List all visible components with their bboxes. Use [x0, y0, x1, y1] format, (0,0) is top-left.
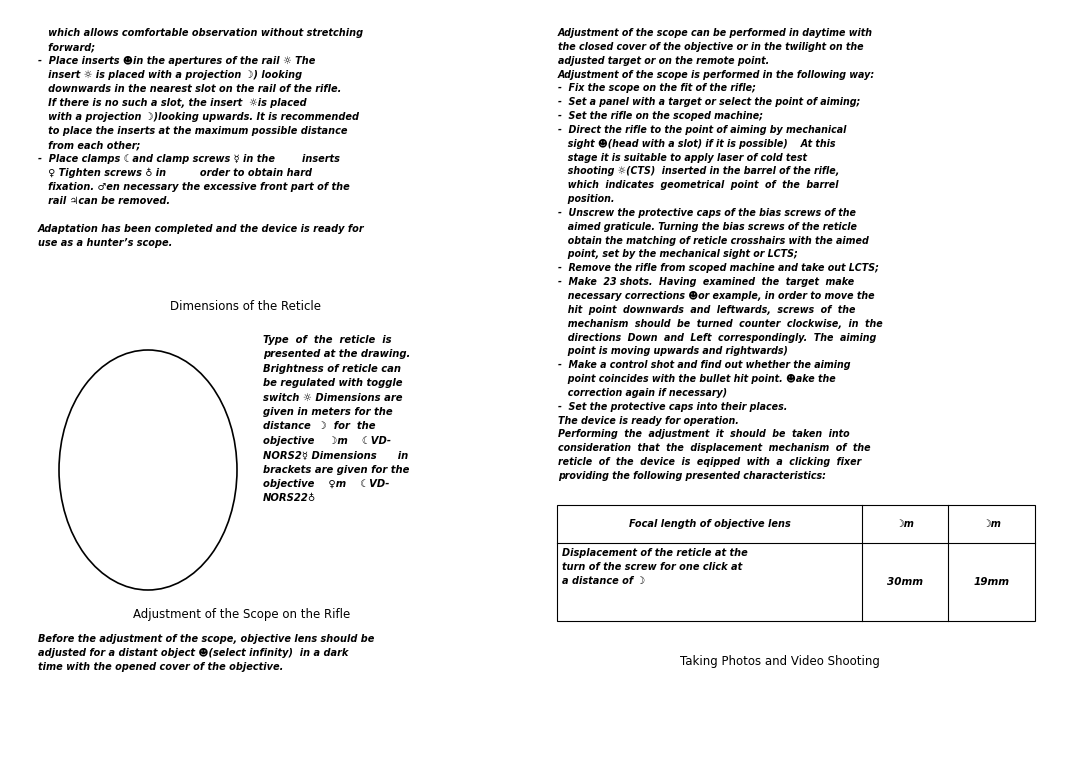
Text: ☽m: ☽m	[895, 519, 915, 529]
Text: Type  of  the  reticle  is
presented at the drawing.
Brightness of reticle can
b: Type of the reticle is presented at the …	[264, 335, 410, 504]
Bar	[557, 505, 1035, 621]
Text: Adjustment of the scope can be performed in daytime with
the closed cover of the: Adjustment of the scope can be performed…	[558, 28, 882, 481]
Text: 19mm: 19mm	[973, 577, 1010, 587]
Text: Adjustment of the Scope on the Rifle: Adjustment of the Scope on the Rifle	[133, 608, 351, 621]
Text: Focal length of objective lens: Focal length of objective lens	[629, 519, 791, 529]
Text: ☽m: ☽m	[982, 519, 1001, 529]
Text: Before the adjustment of the scope, objective lens should be
adjusted for a dist: Before the adjustment of the scope, obje…	[38, 634, 375, 672]
Text: which allows comfortable observation without stretching
   forward;
-  Place ins: which allows comfortable observation wit…	[38, 28, 365, 249]
Text: Taking Photos and Video Shooting: Taking Photos and Video Shooting	[680, 655, 880, 668]
Text: 30mm: 30mm	[887, 577, 923, 587]
Text: Dimensions of the Reticle: Dimensions of the Reticle	[170, 300, 321, 313]
Text: Displacement of the reticle at the
turn of the screw for one click at
a distance: Displacement of the reticle at the turn …	[562, 548, 747, 586]
